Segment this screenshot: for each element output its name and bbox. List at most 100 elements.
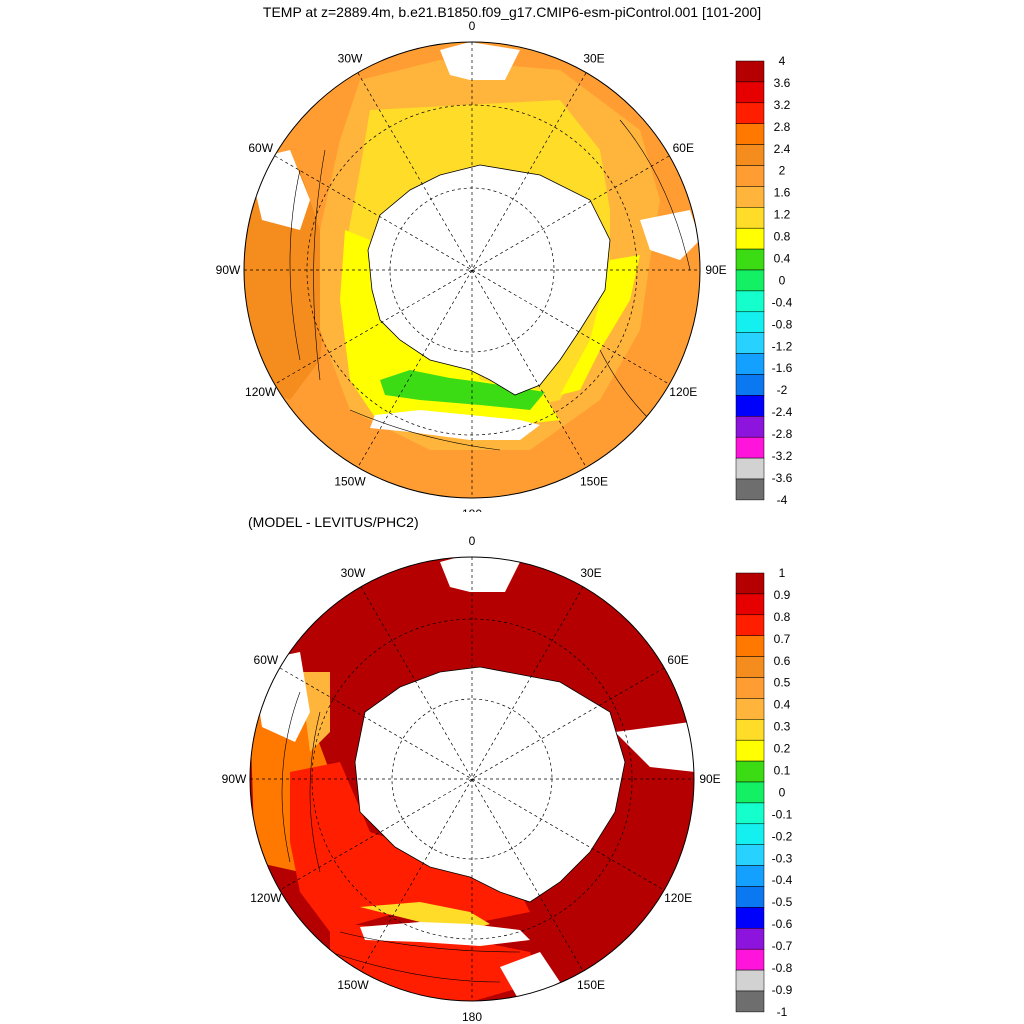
top-colorbar-swatch-9 (735, 248, 765, 271)
top-lon-label-11: 30W (338, 52, 363, 66)
top-colorbar: 4 3.6 3.2 2.8 2.4 2 1.6 1.2 0.8 0.4 0 -0.4 -0.8 -1.2 -… (735, 54, 793, 507)
top-colorbar-label-0: 4 (779, 54, 786, 68)
bottom-lon-label-5: 150E (577, 978, 605, 992)
top-colorbar-label-3: 2.8 (774, 120, 791, 134)
top-colorbar-swatch-2 (735, 102, 765, 124)
top-colorbar-label-9: 0.4 (774, 252, 791, 266)
top-contours (289, 119, 691, 451)
bottom-lon-label-7: 150W (337, 978, 369, 992)
bottom-lon-label-10: 60W (254, 653, 279, 667)
top-lon-label-2: 60E (673, 141, 694, 155)
land-ross-ice-shelf (370, 410, 540, 440)
bottom-colorbar-swatch-18 (735, 948, 765, 971)
top-colorbar-swatch-15 (735, 374, 765, 396)
bottom-colorbar-swatch-5 (735, 677, 765, 699)
bottom-colorbar-swatch-7 (735, 719, 765, 741)
top-lon-label-10: 60W (248, 141, 273, 155)
top-colorbar-label-10: 0 (779, 273, 786, 287)
bottom-colorbar-label-2: 0.8 (774, 610, 791, 624)
bottom-colorbar-swatch-16 (735, 907, 765, 929)
top-colorbar-label-6: 1.6 (774, 186, 791, 200)
bottom-colorbar-label-20: -1 (777, 1005, 788, 1019)
bottom-colorbar-swatch-14 (735, 865, 765, 887)
top-colorbar-swatch-17 (735, 416, 765, 438)
top-colorbar-label-5: 2 (779, 164, 786, 178)
diff-lightorange-patch (300, 672, 330, 752)
diff-land-antarctica (354, 666, 626, 903)
top-lon-label-7: 150W (334, 474, 366, 488)
map-title: TEMP at z=2889.4m, b.e21.B1850.f09_g17.C… (262, 4, 762, 20)
top-colorbar-label-13: -1.2 (772, 339, 793, 353)
bottom-colorbar-swatch-17 (735, 928, 765, 950)
top-colorbar-swatch-19 (735, 457, 765, 480)
top-colorbar-label-2: 3.2 (774, 98, 791, 112)
bottom-lon-label-0: 0 (469, 534, 476, 548)
bottom-lon-label-4: 120E (664, 891, 692, 905)
bottom-colorbar-label-0: 1 (779, 566, 786, 580)
bottom-colorbar-label-16: -0.6 (772, 917, 793, 931)
top-temperature-map: 0 30E 60E 90E 120E 150E 180 150W 120W 90W 60W 30W 4… (216, 19, 793, 512)
top-lon-label-4: 120E (669, 385, 697, 399)
bottom-colorbar-swatch-2 (735, 614, 765, 636)
top-colorbar-swatch-4 (735, 144, 765, 166)
bottom-colorbar-label-7: 0.3 (774, 720, 791, 734)
top-colorbar-label-11: -0.4 (772, 295, 793, 309)
top-colorbar-swatch-18 (735, 436, 765, 459)
top-lon-label-3: 90E (705, 263, 726, 277)
top-lon-label-9: 90W (216, 263, 241, 277)
bottom-colorbar-swatch-3 (735, 635, 765, 657)
bottom-difference-map: 0 30E 60E 90E 120E 150E 180 150W 120W 90W 60W 30W 1… (222, 534, 793, 1024)
top-colorbar-swatch-11 (735, 290, 765, 313)
bottom-lon-label-3: 90E (699, 772, 720, 786)
bottom-contours (281, 691, 521, 983)
bottom-lon-label-1: 30E (580, 566, 601, 580)
top-colorbar-swatch-5 (735, 165, 765, 187)
bottom-lon-label-6: 180 (462, 1010, 482, 1024)
top-colorbar-swatch-14 (735, 353, 765, 375)
top-colorbar-label-7: 1.2 (774, 208, 791, 222)
bottom-colorbar-label-13: -0.3 (772, 851, 793, 865)
bottom-colorbar-label-12: -0.2 (772, 829, 793, 843)
top-map-border (243, 41, 701, 499)
bottom-colorbar-label-14: -0.4 (772, 873, 793, 887)
top-colorbar-swatch-10 (735, 269, 765, 292)
diff-land-africa (440, 557, 520, 592)
bottom-colorbar-label-19: -0.9 (772, 983, 793, 997)
top-colorbar-swatch-7 (735, 207, 765, 229)
bottom-map-border (249, 556, 695, 1002)
top-lon-label-0: 0 (469, 19, 476, 33)
bottom-colorbar-label-10: 0 (779, 785, 786, 799)
diff-yellow-patch (360, 902, 490, 930)
ocean-brightyellow-east (560, 255, 640, 395)
top-colorbar-label-4: 2.4 (774, 142, 791, 156)
land-africa (440, 42, 520, 80)
bottom-colorbar-swatch-6 (735, 698, 765, 720)
top-colorbar-swatch-3 (735, 123, 765, 145)
top-lon-label-6: 180 (462, 507, 482, 512)
bottom-colorbar-swatch-0 (735, 572, 765, 595)
bottom-colorbar-label-3: 0.7 (774, 632, 791, 646)
bottom-colorbar-swatch-13 (735, 844, 765, 866)
top-colorbar-swatch-12 (735, 311, 765, 333)
bottom-colorbar-label-4: 0.6 (774, 654, 791, 668)
bottom-colorbar-swatch-8 (735, 739, 765, 762)
top-lon-label-1: 30E (583, 52, 604, 66)
bottom-longitude-labels: 0 30E 60E 90E 120E 150E 180 150W 120W 90W 60W 30W (222, 534, 721, 1024)
top-colorbar-label-15: -2 (777, 383, 788, 397)
top-lon-label-5: 150E (580, 474, 608, 488)
top-colorbar-label-17: -2.8 (772, 427, 793, 441)
ocean-green-region (380, 370, 545, 410)
top-colorbar-label-1: 3.6 (774, 76, 791, 90)
top-colorbar-swatch-1 (735, 81, 765, 104)
bottom-colorbar-label-9: 0.1 (774, 764, 791, 778)
top-colorbar-label-18: -3.2 (772, 449, 793, 463)
top-colorbar-swatch-0 (735, 60, 765, 83)
bottom-colorbar-swatch-19 (735, 969, 765, 992)
ocean-band-west (244, 170, 330, 400)
top-longitude-labels: 0 30E 60E 90E 120E 150E 180 150W 120W 90W 60W 30W (216, 19, 727, 512)
top-lon-label-8: 120W (245, 385, 277, 399)
bottom-colorbar-label-11: -0.1 (772, 807, 793, 821)
difference-subtitle: (MODEL - LEVITUS/PHC2) (248, 514, 419, 530)
top-colorbar-label-14: -1.6 (772, 361, 793, 375)
bottom-colorbar-swatch-20 (735, 990, 765, 1013)
